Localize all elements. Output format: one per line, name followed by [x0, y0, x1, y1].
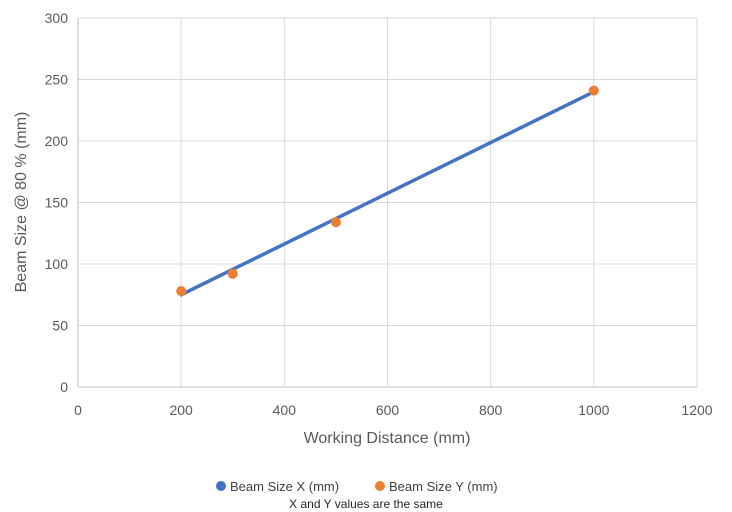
x-tick-label: 0: [74, 402, 82, 418]
y-axis-title: Beam Size @ 80 % (mm): [13, 112, 30, 293]
y-tick-label: 250: [45, 72, 69, 88]
data-point-beam-size-y: [227, 268, 238, 279]
axes: 0 50 100 150 200 250 300 0 200 400 600 800 1000 1200: [45, 10, 713, 418]
y-tick-label: 0: [60, 379, 68, 395]
x-tick-label: 200: [169, 402, 193, 418]
y-tick-label: 200: [45, 133, 69, 149]
legend-label-beam-size-y: Beam Size Y (mm): [389, 479, 498, 494]
x-tick-label: 1000: [578, 402, 609, 418]
data-point-beam-size-y: [588, 85, 599, 96]
y-tick-label: 300: [45, 10, 69, 26]
x-tick-label: 800: [479, 402, 503, 418]
y-tick-label: 100: [45, 256, 69, 272]
gridlines: [77, 17, 698, 388]
legend: Beam Size X (mm) Beam Size Y (mm) X and …: [216, 479, 498, 511]
legend-note: X and Y values are the same: [289, 497, 443, 511]
series-line-beam-size-x: [179, 90, 596, 297]
x-axis-title: Working Distance (mm): [304, 430, 471, 447]
plot-area: [176, 85, 599, 297]
x-tick-label: 600: [376, 402, 400, 418]
legend-marker-beam-size-x: [216, 481, 226, 491]
data-point-beam-size-y: [176, 286, 187, 297]
data-point-beam-size-y: [330, 217, 341, 228]
y-tick-label: 150: [45, 195, 69, 211]
legend-label-beam-size-x: Beam Size X (mm): [230, 479, 339, 494]
x-tick-label: 1200: [681, 402, 712, 418]
y-tick-label: 50: [52, 318, 68, 334]
legend-marker-beam-size-y: [375, 481, 385, 491]
x-tick-label: 400: [273, 402, 297, 418]
